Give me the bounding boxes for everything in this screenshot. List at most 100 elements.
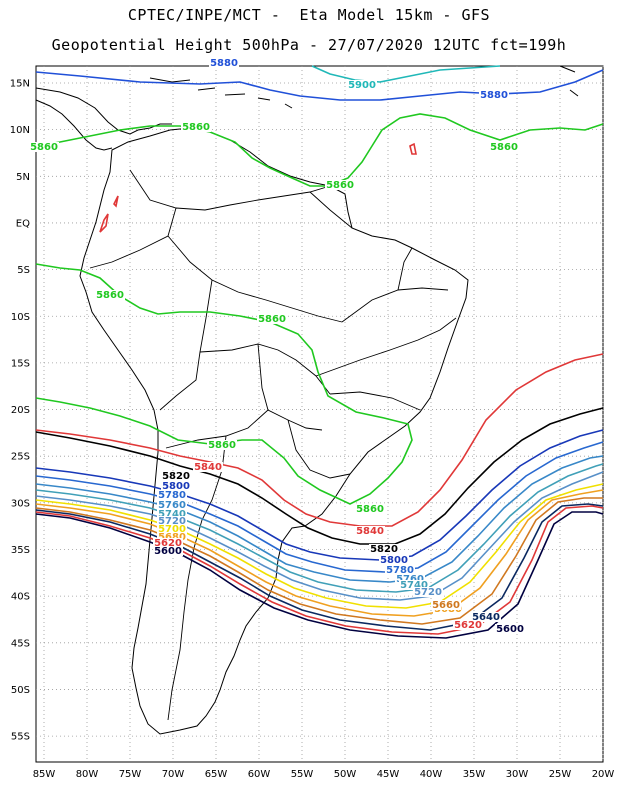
contour-5880 bbox=[35, 69, 604, 101]
lat-tick-label: 35S bbox=[11, 545, 30, 556]
contour-label-bg bbox=[325, 180, 355, 190]
contour-5820 bbox=[35, 407, 604, 545]
contour-label-bg bbox=[479, 90, 509, 100]
contour-label: 5840 bbox=[356, 526, 384, 537]
south-america-coast bbox=[79, 127, 469, 735]
lon-tick-label: 25W bbox=[549, 769, 572, 780]
contour-5720 bbox=[35, 471, 604, 601]
contour-label-bg bbox=[369, 544, 399, 554]
contour-label: 5760 bbox=[396, 574, 424, 585]
lon-tick-label: 35W bbox=[463, 769, 486, 780]
lon-tick-label: 20W bbox=[592, 769, 615, 780]
lat-tick-label: 25S bbox=[11, 452, 30, 463]
map-subtitle: Geopotential Height 500hPa - 27/07/2020 … bbox=[51, 36, 567, 54]
contour-label: 5620 bbox=[154, 538, 182, 549]
lon-tick-label: 60W bbox=[248, 769, 271, 780]
contour-5680 bbox=[35, 489, 604, 617]
contour-label: 5860 bbox=[490, 142, 518, 153]
lon-tick-label: 80W bbox=[76, 769, 99, 780]
lon-tick-label: 50W bbox=[334, 769, 357, 780]
contour-label-bg bbox=[355, 504, 385, 514]
contour-label-bg bbox=[157, 509, 187, 519]
lat-tick-label: 55S bbox=[11, 732, 30, 743]
contour-label-bg bbox=[193, 462, 223, 472]
contour-label-bg bbox=[153, 538, 183, 548]
caribbean-islands bbox=[149, 65, 579, 109]
contour-label-bg bbox=[157, 490, 187, 500]
contour-5800 bbox=[35, 429, 604, 561]
contour-label: 5860 bbox=[356, 504, 384, 515]
lon-tick-label: 85W bbox=[33, 769, 56, 780]
contour-label-bg bbox=[29, 142, 59, 152]
contour-label: 5780 bbox=[158, 490, 186, 501]
contour-label-bg bbox=[157, 500, 187, 510]
lon-tick-label: 55W bbox=[291, 769, 314, 780]
contour-label: 5820 bbox=[370, 544, 398, 555]
contour-label: 5780 bbox=[386, 565, 414, 576]
political-borders bbox=[89, 169, 457, 721]
contour-label: 5880 bbox=[210, 58, 238, 69]
contour-label: 5860 bbox=[30, 142, 58, 153]
contour-label: 5700 bbox=[158, 524, 186, 535]
contour-label: 5800 bbox=[380, 555, 408, 566]
contour-label: 5660 bbox=[432, 600, 460, 611]
contour-5660 bbox=[35, 497, 603, 625]
contour-label: 5860 bbox=[208, 440, 236, 451]
contour-label: 5720 bbox=[158, 516, 186, 527]
contour-label: 5600 bbox=[496, 624, 524, 635]
latitude-labels: 15N 10N 5N EQ 5S 10S 15S 20S 25S 30S 35S 40S 45S 50S 5… bbox=[10, 79, 30, 743]
contour-label-bg bbox=[453, 620, 483, 630]
contour-label-bg bbox=[495, 624, 525, 634]
lat-tick-label: 50S bbox=[11, 685, 30, 696]
lon-tick-label: 70W bbox=[162, 769, 185, 780]
contour-label-bg bbox=[161, 471, 191, 481]
lon-tick-label: 65W bbox=[205, 769, 228, 780]
lat-tick-label: EQ bbox=[16, 218, 30, 229]
contour-label-bg bbox=[157, 516, 187, 526]
lat-tick-label: 15N bbox=[10, 79, 30, 90]
contour-label: 5900 bbox=[348, 80, 376, 91]
lat-tick-label: 15S bbox=[11, 358, 30, 369]
central-america-coast-south bbox=[35, 99, 113, 151]
contour-label-bg bbox=[95, 290, 125, 300]
contour-label-bg bbox=[161, 481, 191, 491]
contour-5780 bbox=[35, 441, 604, 573]
contour-label-bg bbox=[385, 565, 415, 575]
contour-label: 5760 bbox=[158, 500, 186, 511]
lon-tick-label: 40W bbox=[420, 769, 443, 780]
contour-label: 5880 bbox=[480, 90, 508, 101]
map-frame bbox=[35, 65, 604, 763]
contour-5740 bbox=[35, 463, 604, 593]
contour-5760 bbox=[35, 455, 604, 583]
contour-label: 5840 bbox=[194, 462, 222, 473]
lon-tick-label: 75W bbox=[119, 769, 142, 780]
lat-tick-label: 45S bbox=[11, 638, 30, 649]
lat-tick-label: 10N bbox=[10, 125, 30, 136]
contour-label-bg bbox=[257, 314, 287, 324]
contour-label: 5820 bbox=[162, 471, 190, 482]
map-title: CPTEC/INPE/MCT - Eta Model 15km - GFS bbox=[127, 6, 491, 24]
contour-label-bg bbox=[413, 587, 443, 597]
contour-label-bg bbox=[431, 600, 461, 610]
contour-label: 5860 bbox=[182, 122, 210, 133]
contour-label-bg bbox=[153, 546, 183, 556]
contour-5600 bbox=[35, 511, 604, 639]
lon-tick-label: 45W bbox=[377, 769, 400, 780]
contour-label-bg bbox=[157, 524, 187, 534]
height-contours bbox=[35, 65, 604, 639]
contour-label: 5640 bbox=[472, 612, 500, 623]
contour-label: 5860 bbox=[326, 180, 354, 191]
contour-label: 5860 bbox=[258, 314, 286, 325]
contour-label-bg bbox=[181, 122, 211, 132]
contour-5700 bbox=[35, 483, 604, 609]
contour-label: 5720 bbox=[414, 587, 442, 598]
contour-5860 bbox=[35, 263, 413, 505]
contour-label: 5600 bbox=[154, 546, 182, 557]
lat-tick-label: 10S bbox=[11, 312, 30, 323]
contour-label-bg bbox=[157, 532, 187, 542]
contour-label: 5740 bbox=[400, 580, 428, 591]
contour-5620 bbox=[35, 505, 604, 635]
lat-tick-label: 20S bbox=[11, 405, 30, 416]
contour-label: 5620 bbox=[454, 620, 482, 631]
